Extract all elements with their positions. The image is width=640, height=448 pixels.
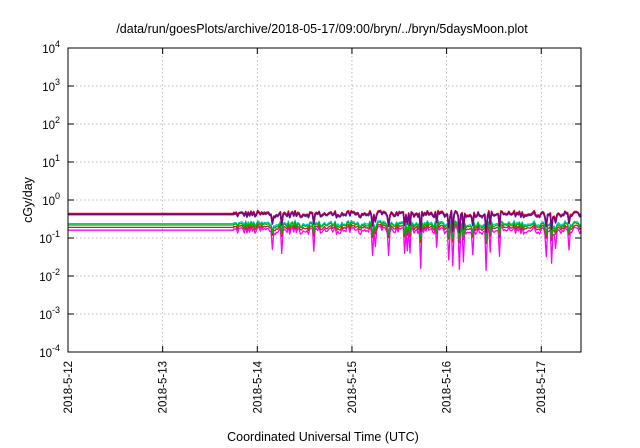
series-line [68, 223, 582, 245]
series-line [68, 210, 582, 234]
y-axis-label: cGy/day [21, 176, 35, 223]
series-line [68, 225, 582, 271]
x-tick-label: 2018-5-17 [536, 361, 548, 413]
ticks: 104 103 102 101 100 10-1 10-2 10-3 10-42018-5-12… [39, 39, 581, 413]
x-tick-label: 2018-5-15 [347, 361, 359, 413]
x-axis-label: Coordinated Universal Time (UTC) [227, 430, 419, 444]
x-tick-label: 2018-5-12 [63, 361, 75, 413]
y-tick-label: 101 [42, 153, 60, 170]
series-line [68, 220, 582, 242]
grid [68, 48, 581, 352]
chart-title: /data/run/goesPlots/archive/2018-05-17/0… [116, 22, 528, 36]
x-tick-label: 2018-5-16 [442, 361, 454, 413]
y-tick-label: 100 [42, 191, 60, 208]
y-tick-label: 10-4 [39, 343, 60, 360]
y-tick-label: 10-1 [39, 229, 60, 246]
x-tick-label: 2018-5-14 [252, 360, 264, 413]
y-tick-label: 102 [42, 115, 60, 132]
y-tick-label: 10-3 [39, 305, 60, 322]
x-tick-label: 2018-5-13 [158, 361, 170, 413]
series-group [68, 209, 582, 271]
y-tick-label: 104 [42, 39, 60, 56]
y-tick-label: 10-2 [39, 267, 60, 284]
y-tick-label: 103 [42, 77, 60, 94]
